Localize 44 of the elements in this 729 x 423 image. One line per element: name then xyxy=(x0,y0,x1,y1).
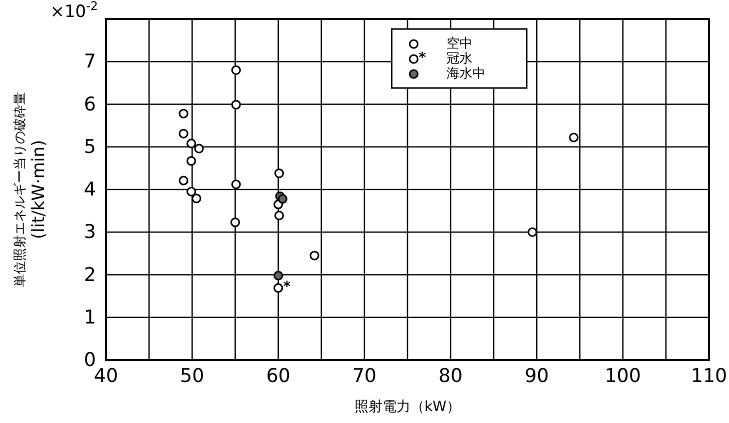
x-tick-label: 40 xyxy=(94,365,118,387)
point xyxy=(231,180,241,190)
y-tick-label: 5 xyxy=(84,136,96,158)
point xyxy=(192,194,202,204)
legend-label: 冠水 xyxy=(446,52,473,66)
y-tick-label: 0 xyxy=(84,349,96,371)
y-axis-title: 単位照射エネルギー当りの破砕量 (lit/kW·min) xyxy=(13,92,49,287)
point xyxy=(274,168,284,178)
text: ×10$^{-2}$ xyxy=(50,0,98,22)
point xyxy=(278,194,288,204)
point xyxy=(194,144,204,154)
y-tick-label: 1 xyxy=(84,306,96,328)
x-tick-label: 100 xyxy=(604,365,641,387)
point xyxy=(310,250,320,260)
point xyxy=(273,270,284,280)
y-tick-label: 2 xyxy=(84,264,96,286)
point xyxy=(273,283,284,293)
point xyxy=(186,186,196,196)
point xyxy=(231,100,241,110)
point xyxy=(178,108,188,118)
x-tick-label: 70 xyxy=(352,365,377,387)
y-tick-label: 7 xyxy=(84,50,96,73)
point xyxy=(186,156,196,166)
y-tick-label: 4 xyxy=(84,178,96,200)
legend-label: 空中 xyxy=(446,36,473,52)
point xyxy=(178,128,188,138)
x-tick-label: 60 xyxy=(266,365,290,387)
legend-label: 海水中 xyxy=(446,66,486,82)
point xyxy=(230,218,240,228)
x-tick-label: 110 xyxy=(690,365,728,387)
y-tick-label: 3 xyxy=(84,221,96,244)
point xyxy=(528,227,538,237)
point xyxy=(178,176,188,186)
annotation: * xyxy=(283,278,292,295)
text: * xyxy=(418,50,426,66)
x-tick-label: 80 xyxy=(438,365,463,387)
x-tick-label: 50 xyxy=(180,365,204,387)
point xyxy=(274,210,284,220)
y-tick-label: 6 xyxy=(84,93,96,116)
point xyxy=(186,138,196,148)
point xyxy=(231,65,241,75)
x-tick-label: 90 xyxy=(524,365,549,387)
x-axis-title: 照射電力（kW） xyxy=(354,399,460,415)
point xyxy=(568,132,579,142)
